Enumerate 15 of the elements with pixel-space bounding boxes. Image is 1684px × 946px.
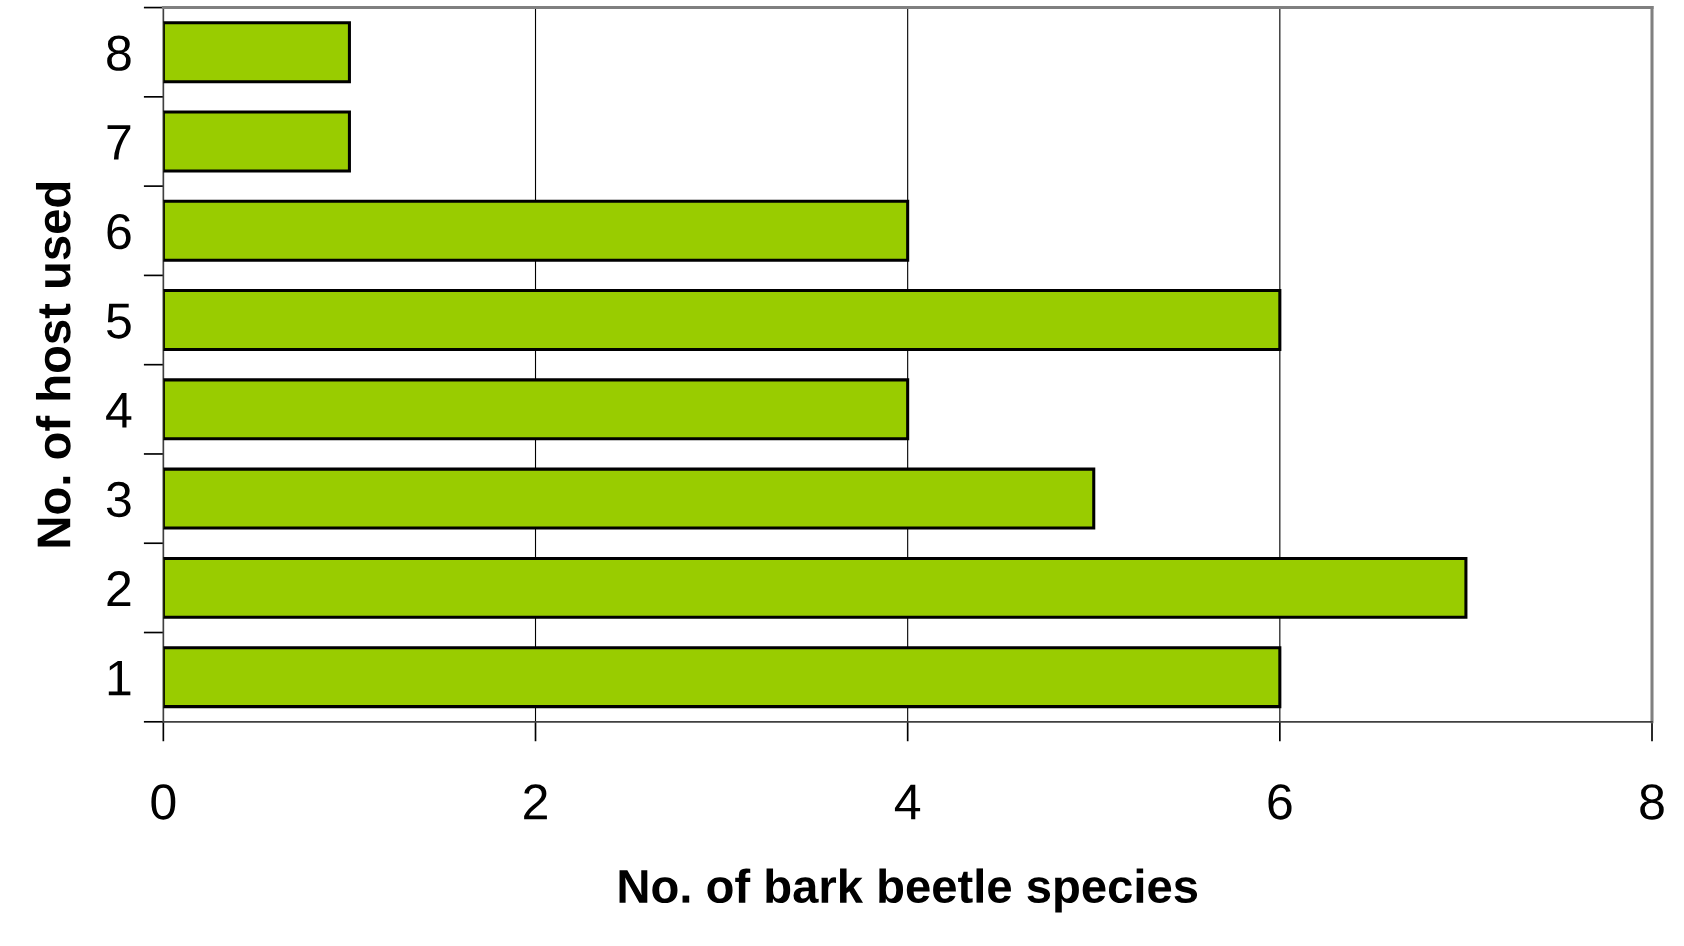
x-tick-label: 6: [1268, 784, 1292, 820]
x-tick-label: 0: [151, 784, 176, 820]
y-tick-label: 3: [106, 481, 131, 518]
y-tick-label: 8: [107, 35, 131, 71]
x-axis-title: No. of bark beetle species: [619, 868, 1198, 913]
y-tick-label: 5: [106, 303, 131, 339]
x-tick-label: 2: [524, 784, 547, 820]
y-tick-label: 6: [107, 213, 131, 250]
x-tick-label: 8: [1640, 784, 1664, 820]
y-tick-label: 4: [106, 393, 132, 428]
y-axis-title: No. of host used: [35, 182, 71, 547]
x-tick-label: 4: [894, 784, 921, 820]
y-tick-label: 2: [107, 571, 131, 606]
y-tick-label: 1: [108, 660, 131, 696]
y-tick-label: 7: [107, 125, 131, 160]
